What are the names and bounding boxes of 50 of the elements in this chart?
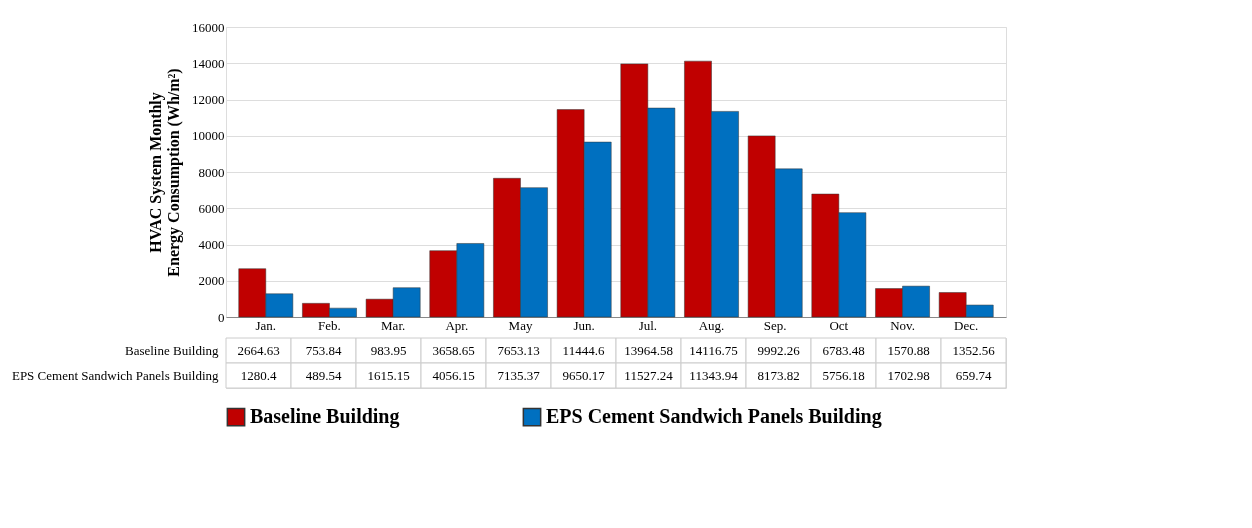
- data-label: 13964.58: [624, 342, 673, 358]
- data-label: 7653.13: [497, 342, 540, 358]
- y-tick-label: 16000: [192, 19, 225, 35]
- x-tick-label: Apr.: [445, 317, 469, 333]
- y-axis-title: HVAC System Monthly Energy Consumption (Wh/m²): [147, 68, 183, 277]
- data-label: 11343.94: [689, 367, 739, 383]
- x-tick-label: Mar.: [381, 317, 406, 333]
- x-tick-label: Oct: [829, 317, 849, 333]
- data-label: 11527.24: [624, 367, 674, 383]
- data-label: 9650.17: [562, 367, 606, 383]
- y-tick-label: 2000: [198, 273, 225, 289]
- data-label: 3658.65: [432, 342, 475, 358]
- y-tick-label: 0: [218, 309, 225, 325]
- x-tick-label: Sep.: [763, 317, 787, 333]
- y-tick-label: 6000: [198, 200, 225, 216]
- text: EPS Cement Sandwich Panels Building: [11, 367, 219, 383]
- data-label: 659.74: [955, 367, 992, 383]
- x-tick-label: Jan.: [255, 317, 277, 333]
- data-label: 1702.98: [887, 367, 930, 383]
- data-label: 6783.48: [822, 342, 865, 358]
- x-tick-label: Feb.: [318, 317, 341, 333]
- x-tick-label: Aug.: [698, 317, 725, 333]
- data-label: 983.95: [370, 342, 407, 358]
- x-tick-label: Nov.: [890, 317, 915, 333]
- y-tick-label: 10000: [192, 128, 225, 144]
- legend-label: EPS Cement Sandwich Panels Building: [546, 405, 882, 429]
- y-tick-label: 12000: [192, 92, 225, 107]
- x-tick-label: May: [508, 317, 533, 333]
- data-label: 2664.63: [237, 342, 280, 358]
- data-label: 1280.4: [240, 367, 277, 383]
- x-tick-label: Dec.: [954, 317, 979, 333]
- data-label: 4056.15: [432, 367, 475, 383]
- data-label: 489.54: [305, 367, 342, 383]
- y-tick-label: 14000: [192, 55, 225, 71]
- data-label: 1570.88: [887, 342, 930, 358]
- data-label: 1352.56: [952, 342, 996, 358]
- data-label: 8173.82: [757, 367, 800, 383]
- x-tick-label: Jul.: [638, 317, 658, 333]
- y-tick-label: 4000: [198, 237, 225, 252]
- data-label: 5756.18: [822, 367, 865, 383]
- data-label: 753.84: [305, 342, 342, 358]
- legend-label: Baseline Building: [250, 405, 400, 429]
- text: Baseline Building: [124, 342, 219, 358]
- y-tick-label: 8000: [198, 164, 225, 180]
- data-label: 1615.15: [367, 367, 410, 383]
- data-label: 7135.37: [497, 367, 541, 383]
- x-tick-label: Jun.: [573, 317, 595, 333]
- data-label: 14116.75: [689, 342, 738, 358]
- data-label: 9992.26: [757, 342, 801, 358]
- data-label: 11444.6: [562, 342, 605, 358]
